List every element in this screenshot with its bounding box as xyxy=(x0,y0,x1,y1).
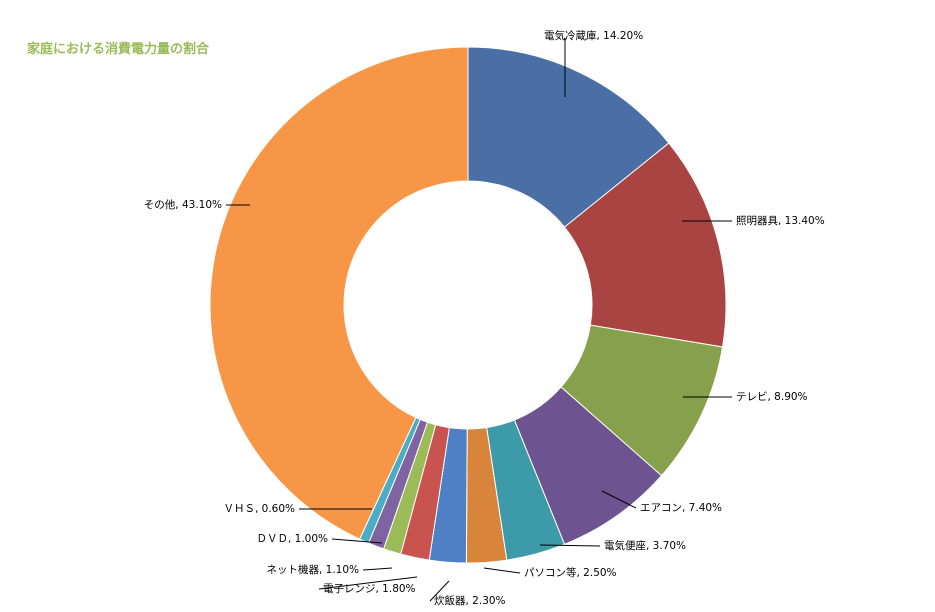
leader-line-7 xyxy=(318,576,418,590)
data-label-4: 電気便座, 3.70% xyxy=(604,539,686,552)
data-label-11: その他, 43.10% xyxy=(144,198,222,211)
leader-line-8 xyxy=(362,567,393,571)
chart-title: 家庭における消費電力量の割合 xyxy=(27,42,210,57)
data-label-0: 電気冷蔵庫, 14.20% xyxy=(544,29,643,42)
data-label-2: テレビ, 8.90% xyxy=(736,391,808,403)
leader-line-4 xyxy=(539,544,601,547)
data-label-6: 炊飯器, 2.30% xyxy=(434,594,506,607)
data-label-9: ＤＶＤ, 1.00% xyxy=(256,533,328,545)
leader-line-6 xyxy=(429,580,450,602)
data-label-10: ＶＨＳ, 0.60% xyxy=(223,503,295,515)
slice-11 xyxy=(209,46,469,540)
data-label-3: エアコン, 7.40% xyxy=(640,502,722,514)
data-label-7: 電子レンジ, 1.80% xyxy=(323,583,416,595)
leader-lines-layer xyxy=(226,38,732,602)
leader-line-5 xyxy=(483,567,521,574)
slice-0 xyxy=(467,46,670,228)
data-label-1: 照明器具, 13.40% xyxy=(736,215,825,227)
slices-layer xyxy=(209,46,727,564)
leader-line-9 xyxy=(331,538,383,544)
data-label-5: パソコン等, 2.50% xyxy=(524,566,617,579)
labels-layer: 電気冷蔵庫, 14.20% 照明器具, 13.40% テレビ, 8.90% エアコン,… xyxy=(144,29,825,607)
slice-1 xyxy=(563,142,727,348)
leader-line-3 xyxy=(601,490,637,509)
data-label-8: ネット機器, 1.10% xyxy=(266,563,359,576)
